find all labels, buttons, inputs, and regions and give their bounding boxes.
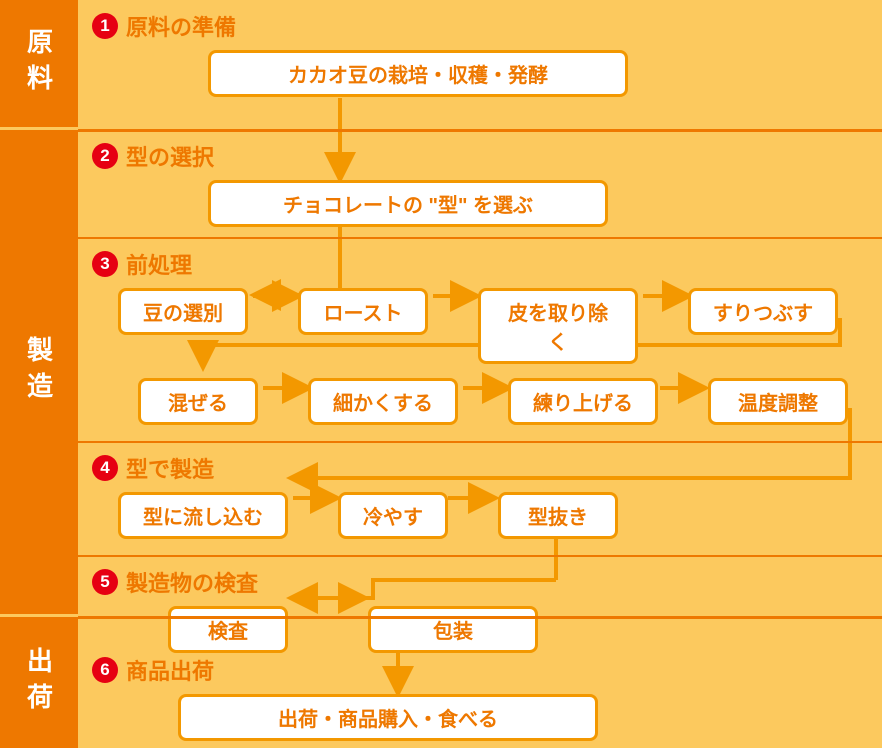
section-header: 2 型の選択 bbox=[92, 140, 214, 172]
section-title: 商品出荷 bbox=[126, 654, 214, 686]
section-title: 型で製造 bbox=[126, 452, 214, 484]
section-number-badge: 4 bbox=[92, 455, 118, 481]
flow-box-b3h: 温度調整 bbox=[708, 378, 848, 425]
section-4: 4 型で製造型に流し込む 冷やす 型抜き bbox=[78, 442, 882, 556]
section-number-badge: 5 bbox=[92, 569, 118, 595]
section-title: 原料の準備 bbox=[126, 10, 236, 42]
flow-box-b3f: 細かくする bbox=[308, 378, 458, 425]
flow-box-b4c: 型抜き bbox=[498, 492, 618, 539]
flow-box-b3d: すりつぶす bbox=[688, 288, 838, 335]
section-6: 6 商品出荷出荷・商品購入・食べる bbox=[78, 644, 882, 748]
section-number-badge: 2 bbox=[92, 143, 118, 169]
flow-box-b3e: 混ぜる bbox=[138, 378, 258, 425]
section-title: 型の選択 bbox=[126, 140, 214, 172]
section-3: 3 前処理豆の選別 ロースト 皮を取り除く すりつぶす混ぜる 細かくする 練り上げる 温度調整 bbox=[78, 238, 882, 442]
divider-thin bbox=[78, 441, 882, 443]
flow-box-b3a: 豆の選別 bbox=[118, 288, 248, 335]
flow-box-b4b: 冷やす bbox=[338, 492, 448, 539]
section-1: 1 原料の準備カカオ豆の栽培・収穫・発酵 bbox=[78, 0, 882, 130]
sidebar-cell-raw: 原料 bbox=[0, 0, 78, 130]
section-header: 4 型で製造 bbox=[92, 452, 214, 484]
section-header: 1 原料の準備 bbox=[92, 10, 236, 42]
section-5: 5製造物の検査検査包装 bbox=[78, 556, 882, 644]
flow-box-b3b: ロースト bbox=[298, 288, 428, 335]
flow-box-b3c: 皮を取り除く bbox=[478, 288, 638, 364]
divider bbox=[78, 616, 882, 619]
sidebar-cell-mfg: 製造 bbox=[0, 130, 78, 617]
flow-box-b4a: 型に流し込む bbox=[118, 492, 288, 539]
sidebar-cell-ship: 出荷 bbox=[0, 617, 78, 748]
divider-thin bbox=[78, 555, 882, 557]
section-header: 6 商品出荷 bbox=[92, 654, 214, 686]
main-area: 1 原料の準備カカオ豆の栽培・収穫・発酵 2 型の選択チョコレートの "型" を選ぶ 3… bbox=[78, 0, 882, 748]
section-title: 製造物の検査 bbox=[126, 566, 258, 598]
flow-box-b2: チョコレートの "型" を選ぶ bbox=[208, 180, 608, 227]
section-title: 前処理 bbox=[126, 248, 192, 280]
section-number-badge: 3 bbox=[92, 251, 118, 277]
section-number-badge: 1 bbox=[92, 13, 118, 39]
flow-box-b3g: 練り上げる bbox=[508, 378, 658, 425]
section-2: 2 型の選択チョコレートの "型" を選ぶ bbox=[78, 130, 882, 238]
section-number-badge: 6 bbox=[92, 657, 118, 683]
sidebar: 原料 製造 出荷 bbox=[0, 0, 78, 748]
flow-box-b6: 出荷・商品購入・食べる bbox=[178, 694, 598, 741]
divider bbox=[78, 129, 882, 132]
divider-thin bbox=[78, 237, 882, 239]
flow-box-b1: カカオ豆の栽培・収穫・発酵 bbox=[208, 50, 628, 97]
flowchart-diagram: 原料 製造 出荷 1 原料の準備カカオ豆の栽培・収穫・発酵 2 型の選択チョコレートの… bbox=[0, 0, 882, 748]
section-header: 5 製造物の検査 bbox=[92, 566, 258, 598]
section-header: 3 前処理 bbox=[92, 248, 192, 280]
